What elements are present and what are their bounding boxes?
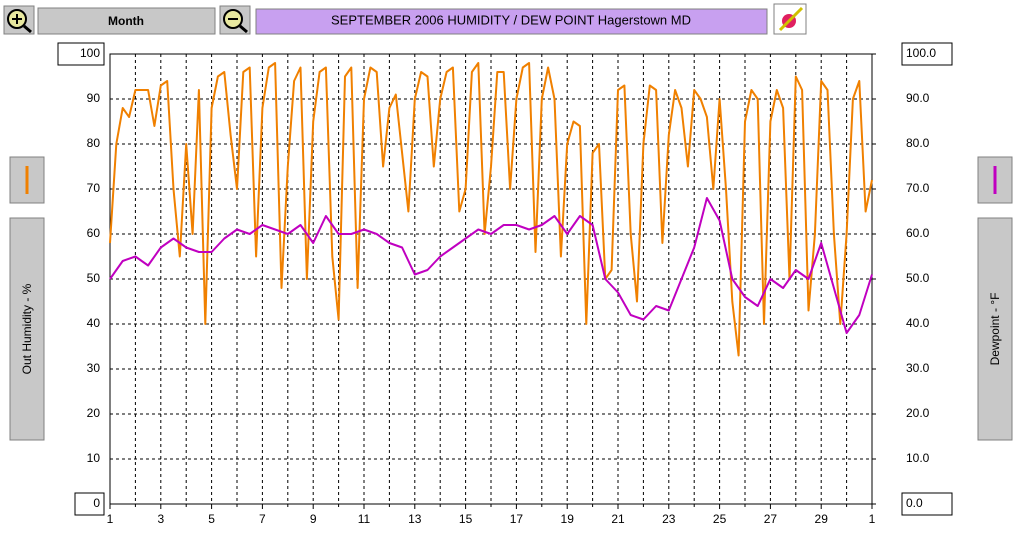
chart-title: SEPTEMBER 2006 HUMIDITY / DEW POINT Hage… xyxy=(331,12,691,27)
title-bar xyxy=(255,8,768,35)
y-tick-box xyxy=(74,492,105,516)
x-tick-label: 7 xyxy=(259,512,266,526)
x-tick-label: 15 xyxy=(459,512,473,526)
y2-tick-label: 70.0 xyxy=(906,181,930,195)
x-tick-label: 5 xyxy=(208,512,215,526)
y2-axis-title: Dewpoint - °F xyxy=(988,293,1002,366)
right-axis-title-button[interactable] xyxy=(977,217,1013,441)
y-tick-label: 10 xyxy=(87,451,101,465)
y2-tick-label: 0.0 xyxy=(906,496,923,510)
y2-tick-label: 50.0 xyxy=(906,271,930,285)
period-label: Month xyxy=(108,14,144,28)
y-tick-box xyxy=(57,42,105,66)
left-axis-title-button[interactable] xyxy=(9,217,45,441)
x-tick-label: 13 xyxy=(408,512,422,526)
y-tick-label: 70 xyxy=(87,181,101,195)
dewpoint-legend-button[interactable] xyxy=(977,156,1013,204)
y-tick-label: 80 xyxy=(87,136,101,150)
zoom-out-button[interactable] xyxy=(219,5,251,35)
y-tick-label: 20 xyxy=(87,406,101,420)
period-button[interactable]: Month xyxy=(37,7,216,35)
y-tick-label: 50 xyxy=(87,271,101,285)
x-tick-label: 29 xyxy=(815,512,829,526)
y2-tick-label: 100.0 xyxy=(906,46,936,60)
series-line xyxy=(109,62,873,357)
x-tick-label: 27 xyxy=(764,512,778,526)
settings-button[interactable] xyxy=(773,3,807,35)
y-tick-label: 30 xyxy=(87,361,101,375)
x-tick-label: 9 xyxy=(310,512,317,526)
y-tick-label: 90 xyxy=(87,91,101,105)
zoom-in-button[interactable] xyxy=(3,5,35,35)
y-axis-title: Out Humidity - % xyxy=(20,283,34,374)
y2-tick-label: 90.0 xyxy=(906,91,930,105)
x-tick-label: 25 xyxy=(713,512,727,526)
x-tick-label: 3 xyxy=(157,512,164,526)
y2-tick-label: 40.0 xyxy=(906,316,930,330)
y-tick-label: 100 xyxy=(80,46,100,60)
y2-tick-label: 60.0 xyxy=(906,226,930,240)
x-tick-label: 19 xyxy=(561,512,575,526)
y2-tick-box xyxy=(901,42,953,66)
humidity-legend-button[interactable] xyxy=(9,156,45,204)
x-tick-label: 17 xyxy=(510,512,524,526)
x-tick-label: 23 xyxy=(662,512,676,526)
y2-tick-box xyxy=(901,492,953,516)
y-tick-label: 0 xyxy=(93,496,100,510)
y-tick-label: 40 xyxy=(87,316,101,330)
y2-tick-label: 80.0 xyxy=(906,136,930,150)
y2-tick-label: 30.0 xyxy=(906,361,930,375)
x-tick-label: 21 xyxy=(611,512,625,526)
y2-tick-label: 20.0 xyxy=(906,406,930,420)
series-line xyxy=(109,197,873,334)
x-tick-label: 1 xyxy=(107,512,114,526)
x-tick-label: 1 xyxy=(869,512,876,526)
y2-tick-label: 10.0 xyxy=(906,451,930,465)
y-tick-label: 60 xyxy=(87,226,101,240)
x-tick-label: 11 xyxy=(358,512,371,526)
